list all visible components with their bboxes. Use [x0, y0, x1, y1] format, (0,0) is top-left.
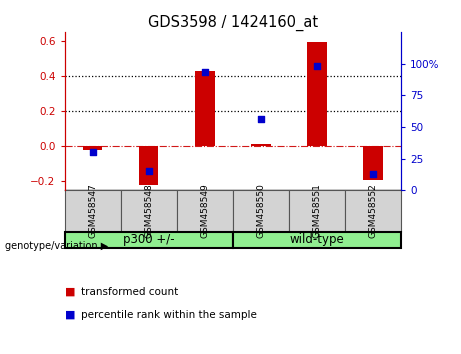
Bar [195, 70, 214, 146]
Point [145, 169, 152, 174]
Bar [345, 190, 401, 232]
Text: GSM458551: GSM458551 [313, 183, 321, 238]
Text: genotype/variation ▶: genotype/variation ▶ [5, 241, 108, 251]
Text: ■: ■ [65, 310, 78, 320]
Bar [139, 146, 159, 185]
Title: GDS3598 / 1424160_at: GDS3598 / 1424160_at [148, 14, 318, 30]
Point [201, 70, 208, 75]
Text: p300 +/-: p300 +/- [123, 233, 174, 246]
Bar [65, 232, 233, 248]
Bar [233, 190, 289, 232]
Text: GSM458550: GSM458550 [256, 183, 266, 238]
Text: transformed count: transformed count [81, 287, 178, 297]
Text: ■: ■ [65, 287, 78, 297]
Text: GSM458547: GSM458547 [88, 184, 97, 238]
Text: GSM458552: GSM458552 [368, 184, 378, 238]
Bar [289, 190, 345, 232]
Bar [307, 41, 327, 146]
Bar [233, 232, 401, 248]
Bar [121, 190, 177, 232]
Bar [65, 190, 121, 232]
Bar [177, 190, 233, 232]
Text: wild-type: wild-type [290, 233, 344, 246]
Text: GSM458548: GSM458548 [144, 184, 153, 238]
Text: GSM458549: GSM458549 [200, 184, 209, 238]
Point [369, 171, 377, 177]
Bar [363, 146, 383, 180]
Text: percentile rank within the sample: percentile rank within the sample [81, 310, 257, 320]
Bar [83, 146, 102, 150]
Point [257, 116, 265, 122]
Point [89, 149, 96, 155]
Point [313, 63, 321, 69]
Bar [251, 144, 271, 146]
